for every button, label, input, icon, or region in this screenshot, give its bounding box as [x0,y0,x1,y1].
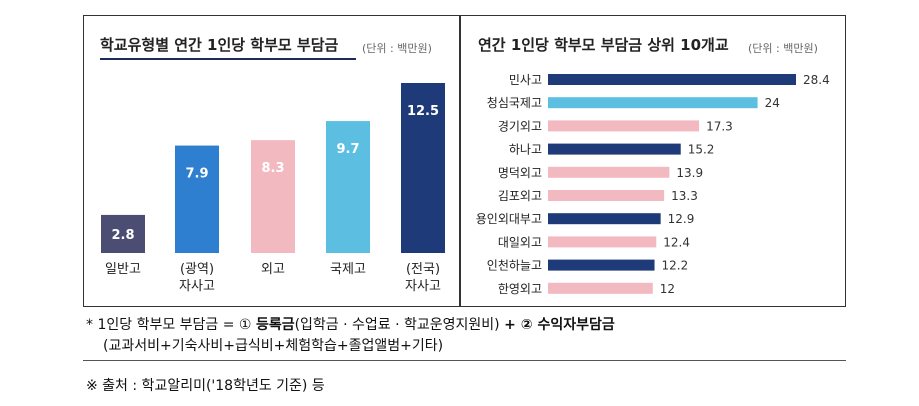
data-label: 2.8 [111,228,134,243]
data-label: 8.3 [261,161,284,176]
bar-3 [326,121,370,253]
category-label: 김포외고 [498,189,542,203]
bar-0 [101,214,145,253]
bar-4 [401,83,445,253]
panel-divider [459,15,461,307]
category-label: 외고 [261,262,285,277]
category-label: (광역) [180,262,214,277]
data-label: 12.9 [668,212,695,226]
category-label: 자사고 [179,279,215,294]
data-label: 17.3 [706,119,733,133]
source-note: ※ 출처 : 학교알리미('18학년도 기준) 등 [86,378,325,394]
category-label: 자사고 [405,279,441,294]
category-label: 민사고 [509,73,542,87]
footnote-part-a: * 1인당 학부모 부담금 = ① [86,317,256,333]
bar-8 [548,259,655,271]
bar-4 [548,166,670,178]
category-label: 경기외고 [498,119,542,133]
bar-1 [548,97,758,109]
category-label: 인천하늘고 [487,258,542,273]
data-label: 28.4 [803,73,830,87]
category-label: 용인외대부고 [476,212,542,226]
category-label: (전국) [406,262,440,277]
right-chart-unit: (단위 : 백만원) [748,42,818,55]
data-label: 24 [765,96,780,110]
footnote-tuition-detail: (입학금 · 수업료 · 학교운영지원비) [294,317,505,333]
data-label: 9.7 [336,142,359,157]
footnote-formula: * 1인당 학부모 부담금 = ① 등록금(입학금 · 수업료 · 학교운영지원… [86,314,615,334]
bar-1 [175,145,219,253]
data-label: 13.9 [676,166,703,180]
bar-7 [548,236,657,248]
category-label: 명덕외고 [498,166,542,180]
bar-9 [548,282,653,294]
data-label: 7.9 [185,167,208,182]
category-label: 청심국제고 [487,96,542,110]
category-label: 국제고 [330,262,366,277]
bar-2 [251,140,295,253]
data-label: 12.4 [663,235,690,249]
data-label: 12.5 [407,104,439,119]
data-label: 12.2 [662,259,689,273]
footnote-tuition: 등록금 [255,317,295,333]
footnote-plus: + ② [504,317,538,333]
footnote-beneficiary-fee: 수익자부담금 [537,317,615,333]
left-chart-unit: (단위 : 백만원) [362,42,432,55]
category-label: 한영외고 [498,282,542,296]
data-label: 13.3 [671,189,698,203]
category-label: 하나고 [509,143,542,157]
bar-2 [548,120,700,132]
right-chart-title: 연간 1인당 학부모 부담금 상위 10개교 [478,36,729,54]
category-label: 대일외고 [498,235,542,249]
data-label: 12 [660,282,675,296]
bar-0 [548,74,796,85]
left-title-underline [100,58,356,60]
top10-schools-bar-chart: 민사고 28.4 청심국제고 24 경기외고 17.3 하나고 15.2 명덕외고 13.9 김포외… [476,73,830,296]
bar-5 [548,190,665,201]
footnote-rule [83,360,846,361]
school-type-bar-chart: 2.8 일반고 7.9 (광역) 자사고 8.3 외고 9.7 국제고 12.5 (전국) 자사고 [101,83,445,294]
left-chart-title: 학교유형별 연간 1인당 학부모 부담금 [100,36,339,54]
category-label: 일반고 [105,262,141,277]
data-label: 15.2 [688,143,715,157]
footnote-detail: (교과서비+기숙사비+급식비+체험학습+졸업앨범+기타) [103,338,444,354]
bar-6 [548,213,661,225]
bar-3 [548,143,681,155]
